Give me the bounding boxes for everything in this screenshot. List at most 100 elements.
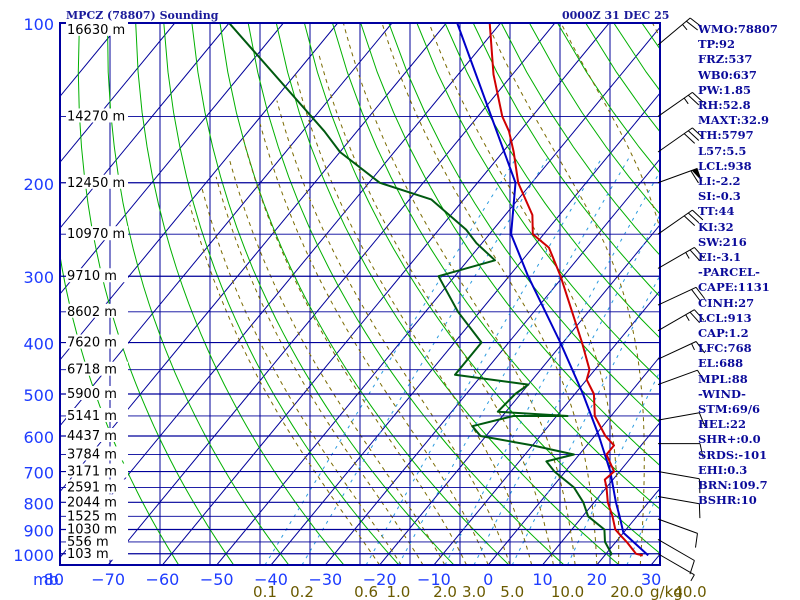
height-label-background [66,226,128,241]
wind-barb-full-feather [694,247,705,259]
wind-barb [657,518,698,548]
sounding-index-item: KI:32 [698,219,734,234]
parcel-trace-line [456,23,649,557]
dry-adiabat-line [444,23,660,339]
sounding-index-item: HEL:22 [698,417,746,432]
sounding-index-item: WMO:78807 [698,22,778,36]
isotherm-line [60,23,230,229]
wind-barb [657,17,702,46]
isotherm-line [270,92,660,565]
height-label-background [66,545,128,560]
dry-adiabat-line [303,23,660,555]
wind-barb-staff [657,518,698,534]
pressure-tick-label: 1000 [13,546,54,565]
height-label: 3784 m [67,447,117,462]
dry-adiabat-line [783,23,800,565]
wind-barb-full-feather [683,133,696,144]
wind-barb-full-feather [695,341,706,354]
dry-adiabat-line [60,252,180,565]
height-label-background [66,361,128,376]
sounding-indices-list: WMO:78807 TP:92 FRZ:537 WB0:637 PW:1.85 RH:52… [698,22,778,509]
dry-adiabat-line [275,23,620,565]
temperature-tick-label: −30 [308,570,342,589]
height-label-background [66,463,128,478]
wind-barb-staff [657,369,698,386]
pressure-tick-label: 800 [23,494,54,513]
mixing-ratio-label: 2.0 [433,583,457,600]
sounding-index-item: BSHR:10 [698,493,757,508]
dry-adiabat-line [388,23,660,424]
dry-adiabat-line [135,23,345,565]
wind-barb-full-feather [697,369,706,383]
isotherm-line [60,23,339,361]
wind-barb-full-feather [692,127,704,139]
height-label: 3171 m [67,465,117,480]
height-label-background [66,533,128,548]
wind-barb-full-feather [698,478,701,494]
mixing-ratio-line [511,274,660,565]
wind-barb-full-feather [686,20,698,31]
wind-barb-full-feather [687,130,700,141]
plot-frame [59,22,661,566]
sounding-index-item: SHR+:0.0 [698,432,761,447]
pressure-axis-label: mb [33,570,59,589]
wind-barb-staff [657,495,700,505]
height-label-background [66,303,128,318]
height-label: 10970 m [67,227,125,242]
wind-barb-half-feather [683,97,689,105]
dry-adiabat-line [332,23,660,510]
isotherm-line [107,23,556,565]
wind-barb-half-feather [690,574,695,582]
height-label-background [66,385,128,400]
wind-barb-staff [657,539,695,561]
sounding-index-item: MPL:88 [698,371,748,386]
height-label-background [66,108,128,123]
sounding-index-item: EL:688 [698,356,744,371]
mixing-ratio-label: 0.6 [354,583,378,600]
mixing-ratio-line [264,158,517,565]
wind-barb-pennant [691,168,703,182]
wind-barb-full-feather [692,92,704,103]
sounding-index-item: FRZ:537 [698,52,753,67]
temperature-tick-label: 10 [532,570,552,589]
height-label: 2044 m [67,495,117,510]
sounding-index-item: TH:5797 [698,128,754,143]
dewpoint-profile-line [228,23,613,557]
wind-barb-full-feather [687,212,700,224]
height-label: 8602 m [67,305,117,320]
sounding-index-item: TP:92 [698,37,736,52]
wind-barb [657,471,701,494]
dry-adiabat-line [247,23,565,565]
height-label: 4437 m [67,429,117,444]
mixing-ratio-label: 1.0 [386,583,410,600]
height-label: 16630 m [67,23,125,38]
wind-barb-half-feather [691,343,695,351]
isotherm-line [487,355,660,565]
mixing-ratio-label: 40.0 [673,583,706,600]
mixing-ratio-label: 0.2 [290,583,314,600]
wind-barb-staff [657,412,700,421]
temperature-tick-label: −70 [91,570,125,589]
temperature-tick-label: 30 [641,570,661,589]
sounding-index-item: CAPE:1131 [698,280,770,295]
wind-barb-full-feather [698,503,701,519]
wind-barb-staff [657,91,693,117]
wind-barb-full-feather [695,533,698,548]
mixing-ratio-unit-label: g/kg [650,583,683,600]
temperature-tick-label: 0 [483,570,493,589]
sounding-index-item: LCL:938 [698,158,752,173]
dry-adiabat-line [219,23,510,565]
wind-barb-full-feather [690,170,699,184]
wind-barb-full-feather [695,287,706,300]
sounding-index-item: LCL:913 [698,310,752,325]
sounding-index-item: EHI:0.3 [698,462,748,477]
isotherm-line [324,158,660,565]
wind-barb [657,369,706,386]
height-label: 5900 m [67,387,117,402]
height-label-background [66,334,128,349]
sounding-index-item: RH:52.8 [698,98,751,113]
height-label-background [66,174,128,189]
wind-barb-full-feather [699,443,704,458]
sounding-index-item: CAP:1.2 [698,326,749,341]
